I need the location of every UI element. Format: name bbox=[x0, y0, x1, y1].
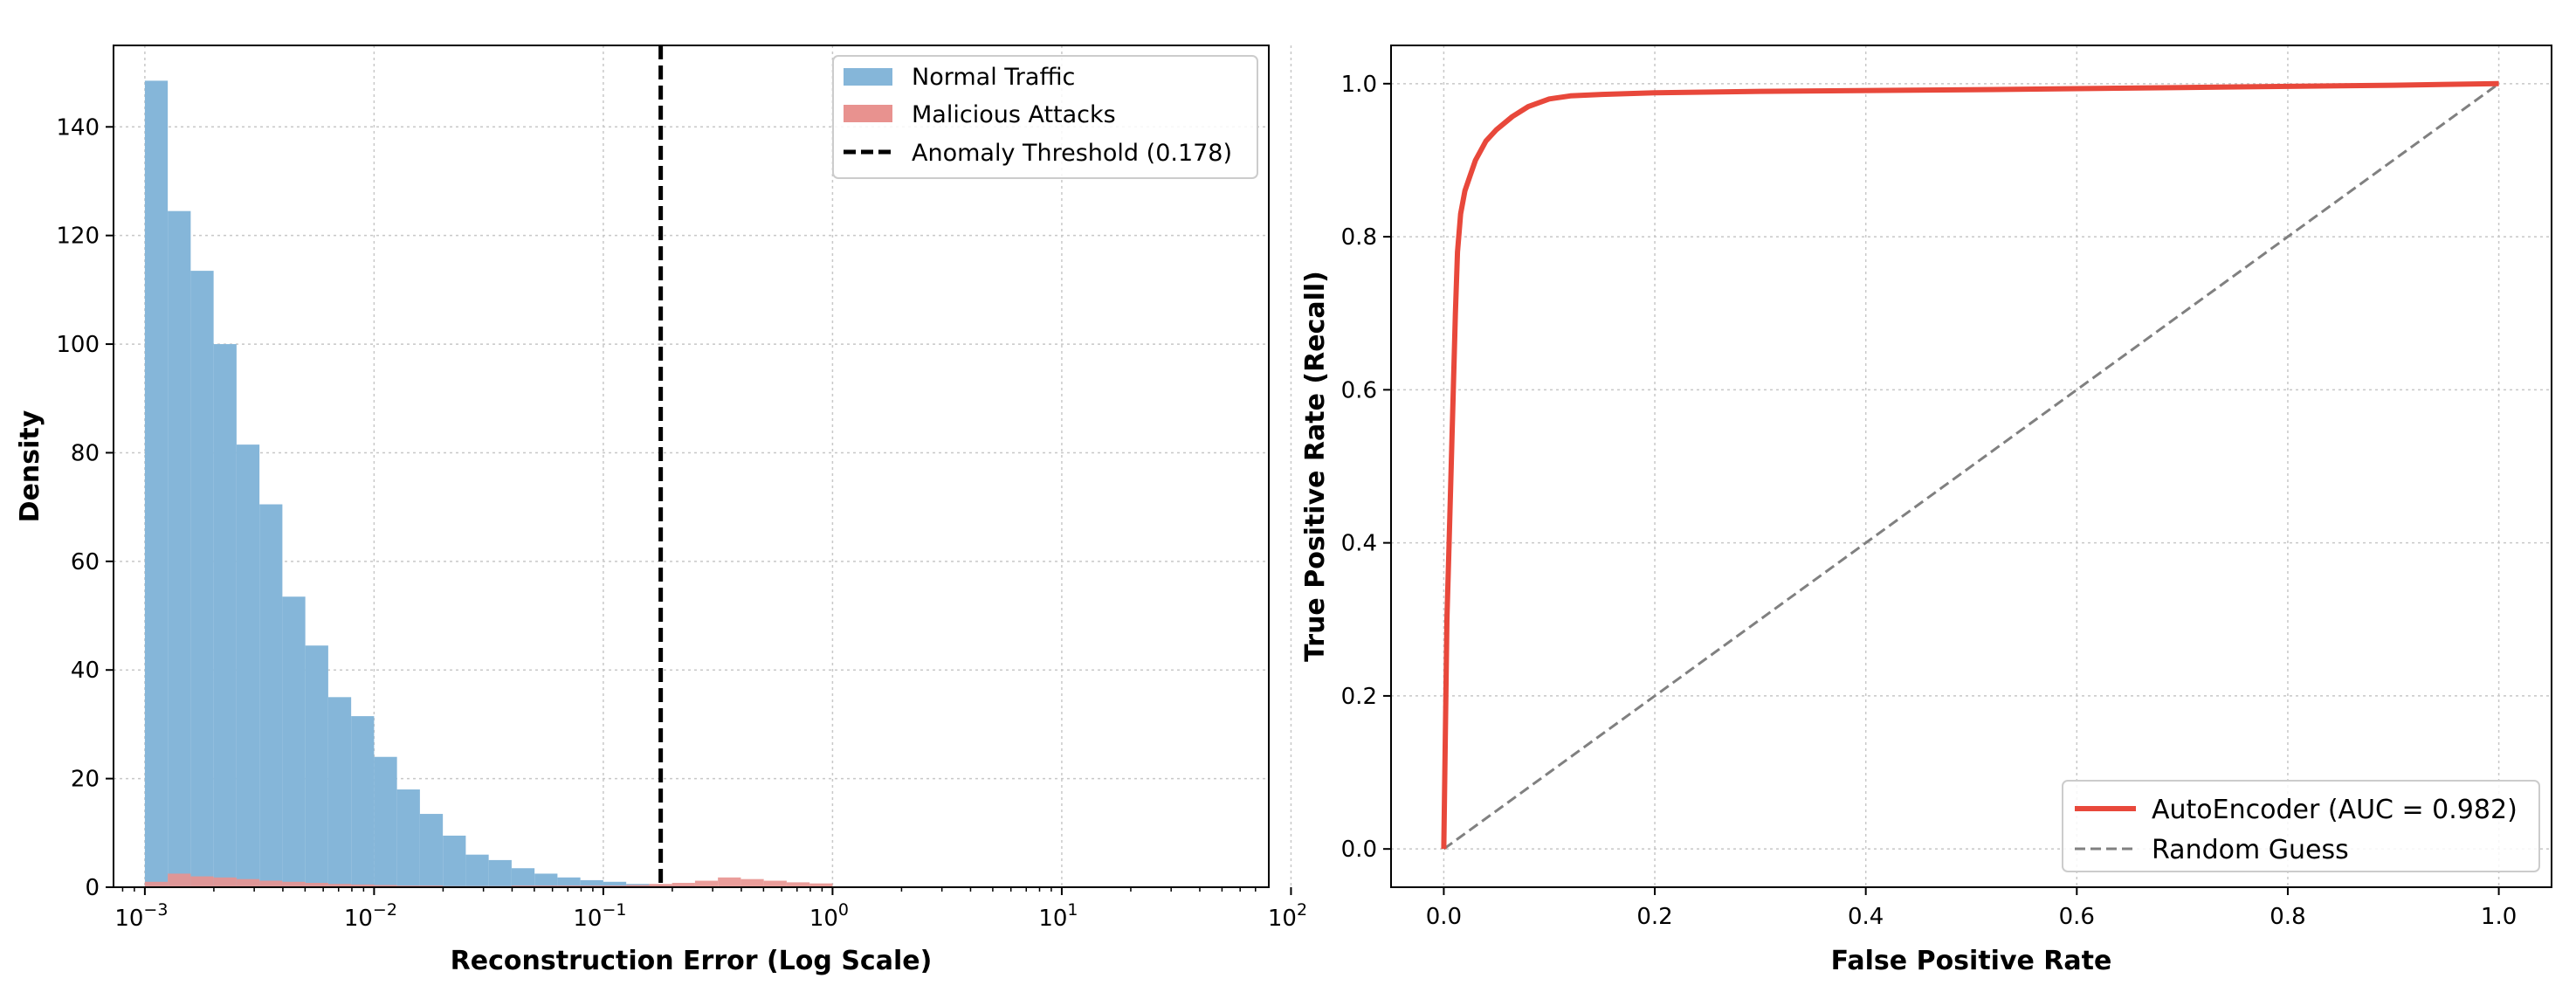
malicious-attacks-bar bbox=[190, 876, 214, 887]
normal-traffic-bar bbox=[190, 271, 214, 887]
y-tick-label: 0.8 bbox=[1341, 224, 1377, 251]
legend-malicious-attacks-label: Malicious Attacks bbox=[912, 101, 1116, 128]
normal-traffic-bar bbox=[488, 859, 512, 887]
malicious-attacks-bar bbox=[282, 881, 306, 887]
malicious-attacks-bar bbox=[213, 877, 237, 887]
normal-traffic-bar bbox=[465, 854, 489, 887]
normal-traffic-bar bbox=[305, 645, 328, 887]
histogram-legend-box bbox=[832, 55, 1258, 179]
legend-malicious-attacks-swatch bbox=[844, 105, 892, 122]
normal-traffic-bar bbox=[144, 80, 169, 888]
x-tick-label: 0.0 bbox=[1426, 904, 1462, 930]
x-tick-label: 10−1 bbox=[573, 900, 626, 932]
autoencoder-roc-curve bbox=[1441, 80, 2499, 850]
x-tick-label: 10−3 bbox=[114, 900, 168, 932]
histogram-y-axis-label: Density bbox=[15, 410, 45, 522]
normal-traffic-bar bbox=[396, 789, 420, 887]
roc-legend: AutoEncoder (AUC = 0.982) Random Guess bbox=[2062, 780, 2540, 872]
normal-traffic-bar bbox=[351, 716, 375, 887]
malicious-attacks-bar bbox=[763, 880, 787, 887]
malicious-attacks-bar bbox=[327, 884, 352, 887]
normal-traffic-bar bbox=[419, 814, 444, 887]
y-tick-label: 0.2 bbox=[1341, 684, 1377, 710]
x-tick-label: 0.4 bbox=[1848, 904, 1884, 930]
normal-traffic-bar bbox=[603, 881, 627, 887]
legend-anomaly-threshold-label: Anomaly Threshold (0.178) bbox=[912, 140, 1232, 167]
malicious-attacks-bar bbox=[236, 878, 260, 887]
normal-traffic-bar bbox=[534, 873, 558, 887]
legend-random-guess-label: Random Guess bbox=[2152, 835, 2349, 865]
malicious-attacks-bar bbox=[740, 878, 764, 887]
x-tick-label: 1.0 bbox=[2481, 904, 2517, 930]
malicious-attacks-bar bbox=[305, 883, 328, 887]
histogram-legend: Normal Traffic Malicious Attacks Anomaly… bbox=[832, 55, 1258, 179]
histogram-axes-frame bbox=[113, 45, 1270, 888]
y-tick-label: 20 bbox=[71, 767, 100, 793]
y-tick-label: 0.4 bbox=[1341, 531, 1377, 557]
normal-traffic-bar bbox=[327, 697, 352, 887]
normal-traffic-bar bbox=[374, 756, 397, 887]
malicious-attacks-bar bbox=[718, 877, 741, 887]
x-tick-label: 0.8 bbox=[2269, 904, 2305, 930]
y-tick-label: 100 bbox=[56, 332, 100, 358]
malicious-attacks-bar bbox=[374, 885, 397, 887]
normal-traffic-bar bbox=[282, 596, 306, 887]
x-tick-label: 0.6 bbox=[2059, 904, 2095, 930]
y-tick-label: 0.0 bbox=[1341, 837, 1377, 863]
malicious-attacks-bar bbox=[626, 885, 650, 887]
malicious-attacks-bar bbox=[351, 884, 375, 887]
normal-traffic-bar bbox=[168, 210, 191, 888]
y-tick-label: 80 bbox=[71, 440, 100, 466]
roc-ticks: 0.0 0.2 0.4 0.6 0.8 1.0 0.0 0.2 0.4 0.6 0.8 1.0 bbox=[1341, 72, 2517, 930]
histogram-ticks: 10−3 10−2 10−1 100 101 102 0 20 40 60 80 100 120 140 bbox=[56, 114, 1307, 932]
roc-axes-frame bbox=[1390, 45, 2552, 888]
malicious-attacks-bar bbox=[649, 884, 672, 887]
normal-traffic-bars bbox=[144, 80, 695, 888]
random-guess-line bbox=[1443, 82, 2500, 851]
y-tick-label: 1.0 bbox=[1341, 72, 1377, 98]
normal-traffic-bar bbox=[580, 879, 603, 887]
y-tick-label: 140 bbox=[56, 114, 100, 141]
y-tick-label: 0.6 bbox=[1341, 377, 1377, 403]
y-tick-label: 60 bbox=[71, 549, 100, 575]
normal-traffic-bar bbox=[259, 504, 283, 887]
x-tick-label: 101 bbox=[1038, 900, 1078, 932]
normal-traffic-bar bbox=[213, 344, 237, 887]
normal-traffic-bar bbox=[557, 877, 581, 887]
normal-traffic-bar bbox=[443, 835, 466, 887]
legend-normal-traffic-label: Normal Traffic bbox=[912, 64, 1075, 91]
malicious-attacks-bar bbox=[809, 883, 833, 887]
roc-x-axis-label: False Positive Rate bbox=[1831, 946, 2112, 976]
malicious-attacks-bar bbox=[144, 881, 169, 887]
malicious-attacks-bar bbox=[259, 880, 283, 887]
legend-normal-traffic-swatch bbox=[844, 68, 892, 86]
y-tick-label: 0 bbox=[85, 875, 100, 901]
x-tick-label: 102 bbox=[1268, 900, 1307, 932]
x-tick-label: 100 bbox=[809, 900, 849, 932]
normal-traffic-bar bbox=[236, 444, 260, 887]
malicious-attacks-bar bbox=[168, 873, 191, 887]
histogram-panel: 10−3 10−2 10−1 100 101 102020406080100120140 … bbox=[15, 45, 1307, 976]
x-tick-label: 0.2 bbox=[1636, 904, 1672, 930]
histogram-x-axis-label: Reconstruction Error (Log Scale) bbox=[451, 946, 933, 976]
normal-traffic-bar bbox=[511, 868, 535, 887]
roc-panel: 0.0 0.2 0.4 0.6 0.8 1.0 0.0 0.2 0.4 0.6 0.8 1.0 Fal… bbox=[1300, 45, 2552, 976]
y-tick-label: 40 bbox=[71, 658, 100, 684]
malicious-attacks-bar bbox=[672, 883, 695, 887]
legend-autoencoder-label: AutoEncoder (AUC = 0.982) bbox=[2152, 795, 2517, 825]
malicious-attacks-bar bbox=[694, 880, 719, 887]
malicious-attacks-bar bbox=[786, 882, 810, 887]
roc-legend-box bbox=[2062, 780, 2540, 872]
roc-y-axis-label: True Positive Rate (Recall) bbox=[1300, 271, 1331, 662]
x-tick-label: 10−2 bbox=[344, 900, 397, 932]
y-tick-label: 120 bbox=[56, 224, 100, 250]
